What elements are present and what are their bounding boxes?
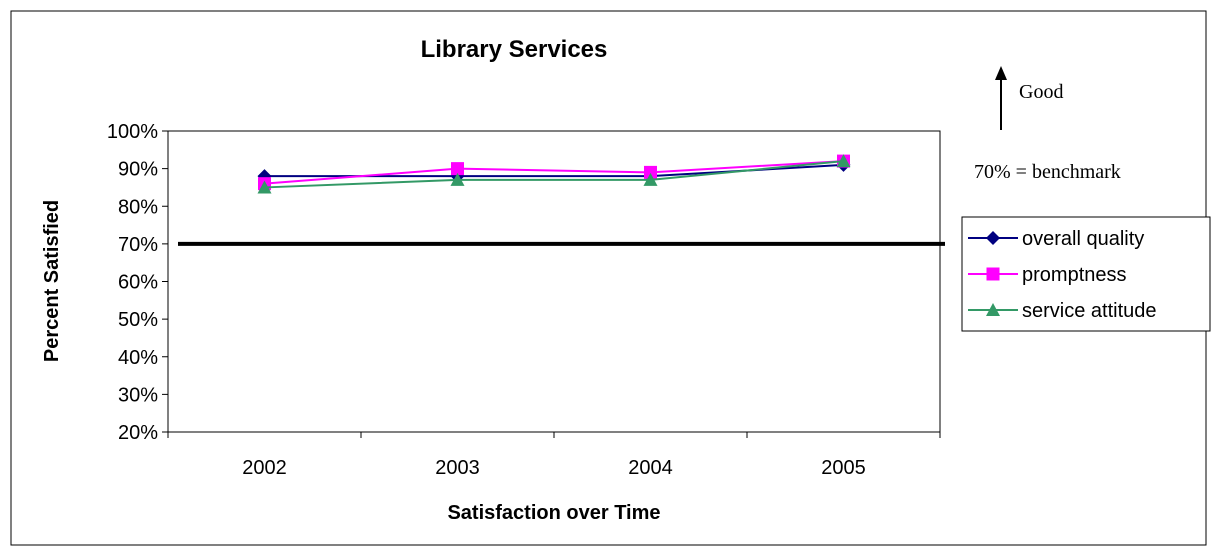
series-line <box>264 160 844 189</box>
legend-item: overall quality <box>968 228 1144 250</box>
x-tick-label: 2002 <box>242 457 287 479</box>
y-tick-label: 90% <box>118 159 158 181</box>
series-service-attitude <box>257 154 851 194</box>
legend-label: overall quality <box>1022 228 1144 250</box>
data-point <box>450 172 465 186</box>
legend-item: service attitude <box>968 300 1157 322</box>
y-axis: 20% 30% 40% 50% 60% 70% 80% 90% 100% <box>107 121 168 444</box>
y-tick-label: 20% <box>118 422 158 444</box>
direction-note: Good <box>1019 81 1063 103</box>
legend-label: service attitude <box>1022 300 1157 322</box>
series-layer <box>257 154 851 194</box>
data-point <box>836 154 851 168</box>
legend-marker <box>986 231 1000 245</box>
benchmark-note: 70% = benchmark <box>974 161 1121 183</box>
data-point <box>643 172 658 186</box>
data-point <box>257 180 272 194</box>
y-tick-label: 70% <box>118 234 158 256</box>
direction-arrow-icon <box>995 66 1007 130</box>
legend-item: promptness <box>968 264 1127 286</box>
x-axis-label: Satisfaction over Time <box>447 502 660 524</box>
legend-marker <box>986 267 1000 281</box>
x-tick-label: 2004 <box>628 457 673 479</box>
y-tick-label: 80% <box>118 196 158 218</box>
y-axis-label: Percent Satisfied <box>41 200 63 362</box>
y-tick-label: 40% <box>118 347 158 369</box>
y-tick-label: 100% <box>107 121 158 143</box>
x-tick-label: 2003 <box>435 457 480 479</box>
series-line <box>264 160 844 185</box>
legend-label: promptness <box>1022 264 1127 286</box>
y-tick-label: 30% <box>118 384 158 406</box>
chart-title: Library Services <box>421 36 608 63</box>
x-axis: 2002 2003 2004 2005 <box>167 432 941 479</box>
data-point <box>451 162 464 176</box>
x-tick-label: 2005 <box>821 457 866 479</box>
y-tick-label: 60% <box>118 272 158 294</box>
y-tick-label: 50% <box>118 309 158 331</box>
data-point <box>644 165 657 179</box>
legend: overall quality promptness service attitud… <box>968 228 1157 322</box>
legend-marker <box>986 303 1000 316</box>
